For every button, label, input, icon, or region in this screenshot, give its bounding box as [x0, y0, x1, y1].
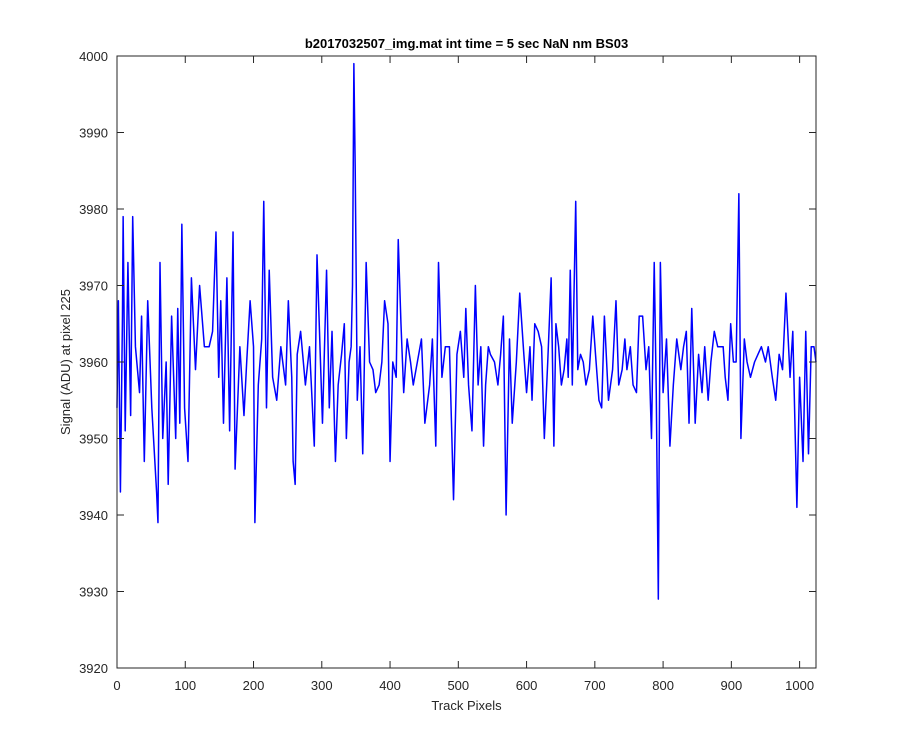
y-tick-label: 3960: [79, 355, 108, 370]
y-tick-label: 4000: [79, 49, 108, 64]
y-axis: 3920 3930 3940 3950 3960 3970 3980 3990 4000: [79, 49, 816, 676]
y-tick-label: 3980: [79, 202, 108, 217]
series-layer: [116, 62, 817, 600]
x-tick-label: 1000: [785, 678, 814, 693]
y-axis-label: Signal (ADU) at pixel 225: [58, 289, 73, 435]
y-tick-label: 3950: [79, 432, 108, 447]
x-tick-label: 500: [447, 678, 469, 693]
x-tick-label: 0: [113, 678, 120, 693]
x-tick-label: 100: [174, 678, 196, 693]
series-line-1: [116, 62, 817, 600]
chart-title: b2017032507_img.mat int time = 5 sec NaN…: [305, 36, 628, 51]
y-tick-label: 3920: [79, 661, 108, 676]
y-tick-label: 3930: [79, 585, 108, 600]
y-tick-label: 3990: [79, 126, 108, 141]
x-tick-label: 600: [516, 678, 538, 693]
x-tick-label: 200: [243, 678, 265, 693]
x-tick-label: 900: [721, 678, 743, 693]
x-axis: 0 100 200 300 400 500 600 700 800 900 1000: [113, 56, 814, 693]
x-tick-label: 700: [584, 678, 606, 693]
x-tick-label: 800: [652, 678, 674, 693]
x-axis-label: Track Pixels: [431, 698, 502, 713]
x-tick-label: 300: [311, 678, 333, 693]
y-tick-label: 3940: [79, 508, 108, 523]
y-tick-label: 3970: [79, 279, 108, 294]
x-tick-label: 400: [379, 678, 401, 693]
